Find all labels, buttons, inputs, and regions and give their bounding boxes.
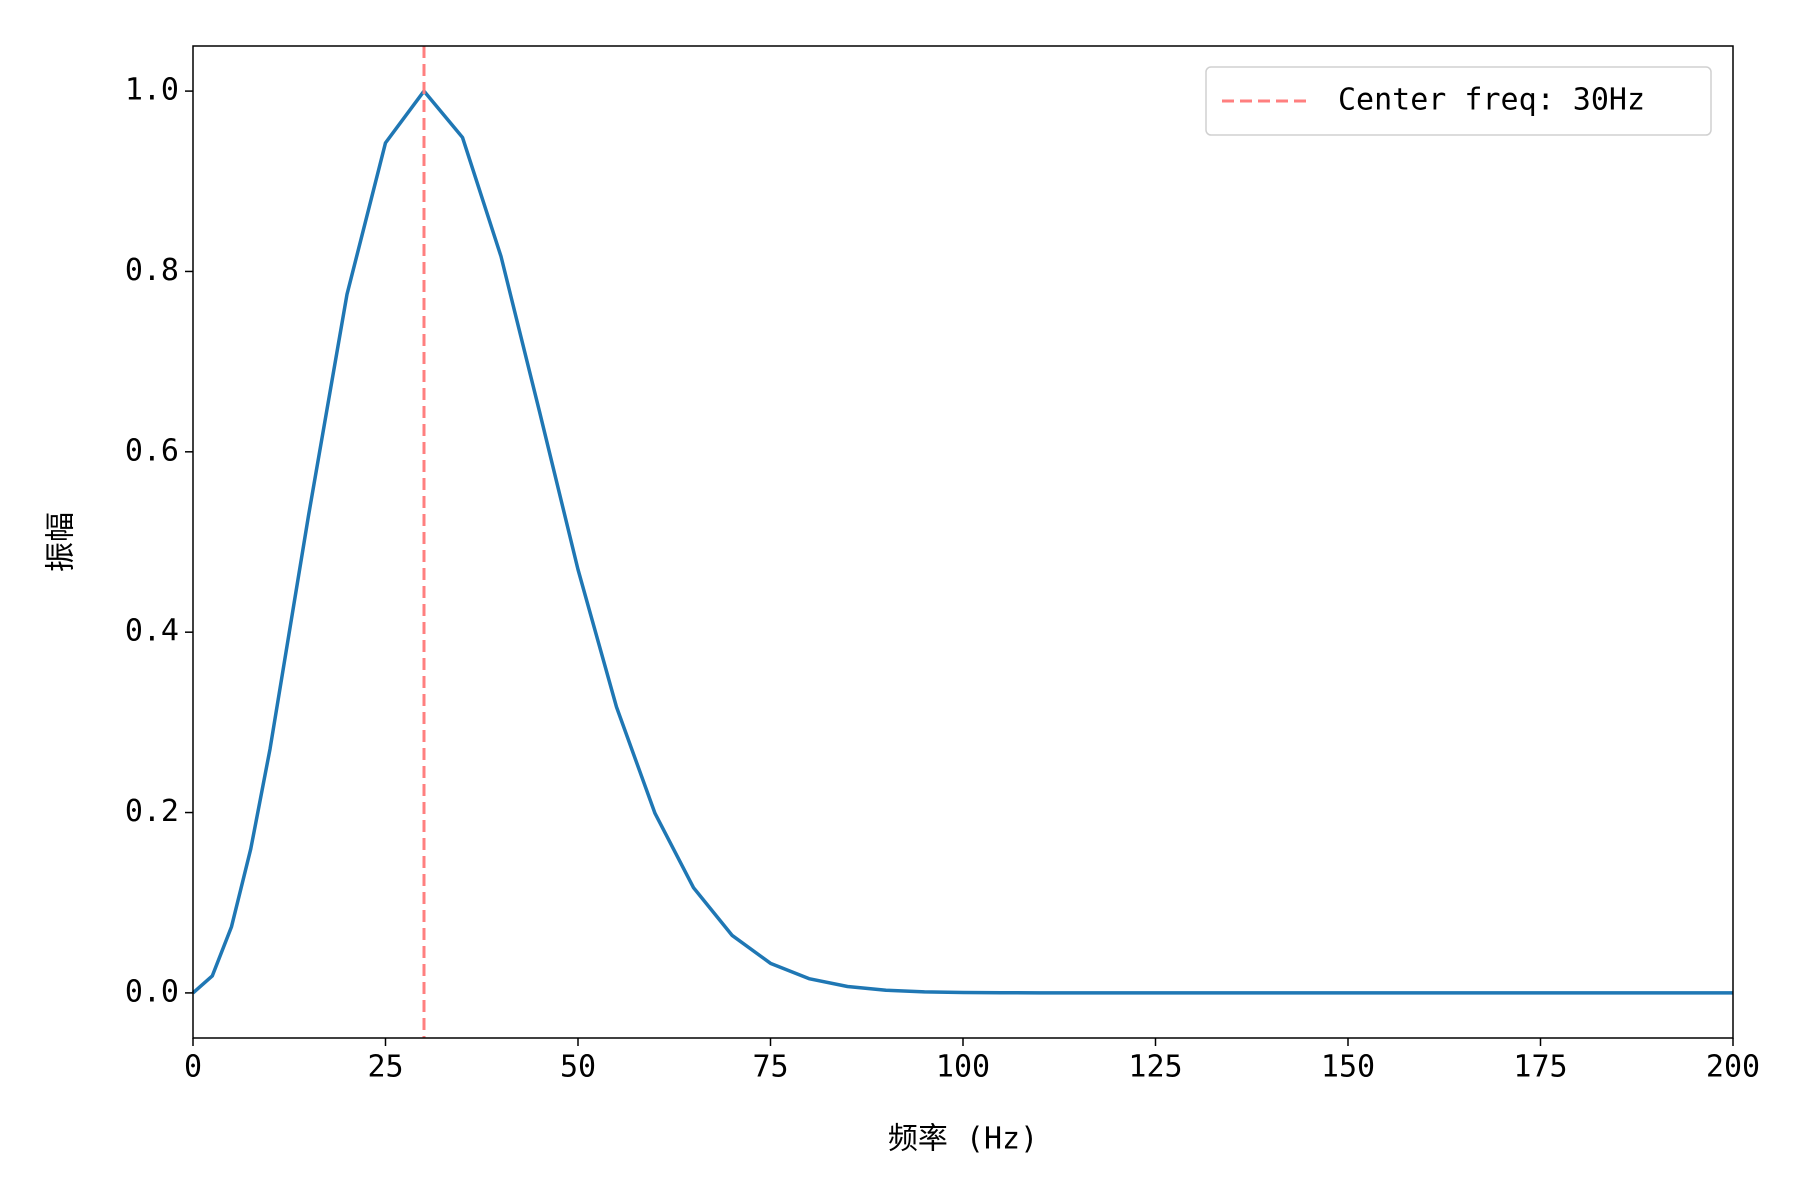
x-tick-label: 25 (367, 1050, 403, 1085)
y-tick-label: 0.2 (125, 794, 179, 829)
x-tick-label: 75 (752, 1050, 788, 1085)
x-tick-label: 100 (936, 1050, 990, 1085)
legend-label: Center freq: 30Hz (1338, 83, 1645, 118)
x-axis-label: 频率 (Hz) (888, 1122, 1038, 1157)
y-tick-label: 1.0 (125, 73, 179, 108)
plot-frame (192, 45, 1734, 1039)
x-tick-label: 0 (184, 1050, 202, 1085)
y-tick-label: 0.4 (125, 614, 179, 649)
y-axis-label: 振幅 (44, 512, 79, 572)
legend: Center freq: 30Hz (1205, 66, 1712, 136)
y-tick-label: 0.8 (125, 253, 179, 288)
x-tick-label: 175 (1513, 1050, 1567, 1085)
y-tick-label: 0.0 (125, 974, 179, 1009)
x-tick-label: 50 (560, 1050, 596, 1085)
data-line (191, 89, 1733, 995)
x-tick-label: 125 (1128, 1050, 1182, 1085)
x-tick-label: 150 (1321, 1050, 1375, 1085)
y-tick-label: 0.6 (125, 433, 179, 468)
legend-box (1205, 66, 1712, 136)
x-tick-label: 200 (1706, 1050, 1760, 1085)
